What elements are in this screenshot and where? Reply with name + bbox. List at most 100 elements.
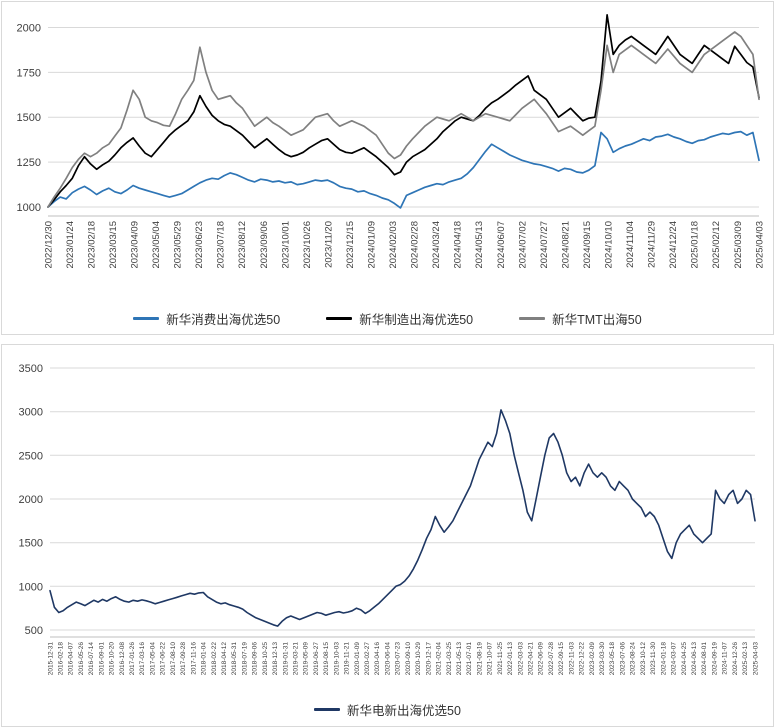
svg-text:2021-11-25: 2021-11-25 [497,642,504,675]
svg-text:3000: 3000 [19,407,43,419]
svg-text:2023/08/12: 2023/08/12 [237,221,248,269]
top-chart-legend: 新华消费出海优选50 新华制造出海优选50 新华TMT出海50 [2,304,773,332]
svg-text:2024/01/09: 2024/01/09 [367,221,378,269]
svg-text:2020-09-10: 2020-09-10 [405,642,412,676]
legend-item: 新华TMT出海50 [519,309,642,328]
svg-text:3500: 3500 [19,363,43,375]
svg-text:2024-06-13: 2024-06-13 [691,642,698,676]
svg-text:2024-09-19: 2024-09-19 [711,642,718,676]
legend-item: 新华消费出海优选50 [133,309,280,328]
svg-text:2024/02/03: 2024/02/03 [388,221,399,269]
svg-text:2022-03-03: 2022-03-03 [517,642,524,676]
svg-text:2016-05-26: 2016-05-26 [78,642,85,676]
svg-text:2023/07/18: 2023/07/18 [216,221,227,269]
svg-text:2018-04-12: 2018-04-12 [221,642,228,676]
svg-text:2023-03-30: 2023-03-30 [599,642,606,676]
svg-text:2024/10/10: 2024/10/10 [604,221,615,269]
legend-line-swatch [326,316,353,320]
svg-text:2016-04-07: 2016-04-07 [68,642,75,676]
svg-text:2019-11-21: 2019-11-21 [344,642,351,675]
svg-text:2017-09-28: 2017-09-28 [180,642,187,676]
svg-text:2020-12-17: 2020-12-17 [425,642,432,676]
bottom-chart-legend: 新华电新出海优选50 [2,695,773,723]
bottom-chart-panel: 500 1000 1500 2000 2500 3000 3500 2015-12-31 201… [1,344,774,727]
legend-item: 新华电新出海优选50 [314,700,461,719]
svg-text:2017-08-10: 2017-08-10 [170,642,177,676]
legend-line-swatch [133,316,160,320]
svg-text:2024/07/27: 2024/07/27 [539,221,550,269]
legend-line-swatch [314,707,341,711]
svg-text:2024/06/07: 2024/06/07 [496,221,507,269]
svg-text:2018-10-25: 2018-10-25 [262,642,269,676]
svg-text:2023/09/06: 2023/09/06 [259,221,270,269]
svg-text:2023/10/26: 2023/10/26 [302,221,313,269]
svg-text:2023-11-30: 2023-11-30 [650,642,657,675]
svg-text:2018-01-04: 2018-01-04 [201,642,208,676]
svg-text:2017-03-16: 2017-03-16 [139,642,146,676]
svg-text:2016-09-01: 2016-09-01 [98,642,105,676]
svg-text:2018-09-06: 2018-09-06 [252,642,259,676]
svg-text:2017-05-04: 2017-05-04 [149,642,156,676]
svg-text:2022-04-21: 2022-04-21 [528,642,535,676]
svg-text:2023/01/24: 2023/01/24 [65,221,76,269]
svg-text:2024/03/24: 2024/03/24 [431,221,442,269]
svg-text:2023-05-18: 2023-05-18 [609,642,616,676]
svg-text:2016-07-14: 2016-07-14 [88,642,95,676]
svg-text:2015-12-31: 2015-12-31 [47,642,54,676]
legend-label: 新华消费出海优选50 [166,312,281,327]
svg-text:2024-08-01: 2024-08-01 [701,642,708,676]
svg-text:500: 500 [25,625,43,637]
svg-text:2025/04/03: 2025/04/03 [754,221,765,269]
svg-text:2022-07-28: 2022-07-28 [548,642,555,676]
svg-text:2024/08/21: 2024/08/21 [560,221,571,269]
top-chart-panel: 1000 1250 1500 1750 2000 2022/12/30 2023/01/24… [1,1,774,335]
svg-text:2019-03-21: 2019-03-21 [293,642,300,676]
svg-text:2022-12-22: 2022-12-22 [579,642,586,676]
svg-text:1500: 1500 [19,538,43,550]
svg-text:1750: 1750 [17,67,41,79]
svg-text:2020-10-29: 2020-10-29 [415,642,422,676]
svg-text:2017-06-22: 2017-06-22 [160,642,167,676]
legend-label: 新华制造出海优选50 [359,312,474,327]
svg-text:2000: 2000 [17,22,41,34]
svg-text:2024-04-25: 2024-04-25 [681,642,688,676]
svg-text:2023/02/18: 2023/02/18 [86,221,97,269]
legend-line-swatch [519,316,546,320]
svg-text:2018-12-13: 2018-12-13 [272,642,279,676]
svg-text:1250: 1250 [17,157,41,169]
svg-text:2023-07-06: 2023-07-06 [619,642,626,676]
svg-text:2019-08-15: 2019-08-15 [323,642,330,676]
svg-text:2023/06/23: 2023/06/23 [194,221,205,269]
svg-text:2021-05-13: 2021-05-13 [456,642,463,676]
svg-text:2025/01/18: 2025/01/18 [690,221,701,269]
svg-text:2020-04-16: 2020-04-16 [374,642,381,676]
svg-text:2016-02-18: 2016-02-18 [58,642,65,676]
svg-text:2022-11-03: 2022-11-03 [568,642,575,675]
svg-text:2023-02-09: 2023-02-09 [589,642,596,676]
svg-text:2023/05/29: 2023/05/29 [173,221,184,269]
svg-text:2018-02-22: 2018-02-22 [211,642,218,676]
svg-text:2025/03/09: 2025/03/09 [733,221,744,269]
svg-text:2024/07/02: 2024/07/02 [517,221,528,269]
svg-text:1500: 1500 [17,112,41,124]
svg-text:2023/12/15: 2023/12/15 [345,221,356,269]
svg-text:2021-10-07: 2021-10-07 [487,642,494,676]
svg-text:2023/03/15: 2023/03/15 [108,221,119,269]
svg-text:2019-05-09: 2019-05-09 [303,642,310,676]
svg-text:2023-08-24: 2023-08-24 [630,642,637,676]
svg-text:2022-06-09: 2022-06-09 [538,642,545,676]
svg-text:2022/12/30: 2022/12/30 [43,221,54,269]
svg-text:2000: 2000 [19,494,43,506]
svg-text:2019-10-03: 2019-10-03 [333,642,340,676]
svg-text:2020-06-04: 2020-06-04 [384,642,391,676]
svg-text:2018-05-31: 2018-05-31 [231,642,238,676]
svg-text:2024/12/24: 2024/12/24 [668,221,679,269]
legend-item: 新华制造出海优选50 [326,309,473,328]
bottom-line-chart: 500 1000 1500 2000 2500 3000 3500 2015-12-31 201… [19,363,760,676]
svg-text:2020-07-23: 2020-07-23 [395,642,402,676]
svg-text:2022-09-15: 2022-09-15 [558,642,565,676]
svg-text:2024/02/28: 2024/02/28 [410,221,421,269]
legend-label: 新华TMT出海50 [552,312,642,327]
svg-text:2016-10-20: 2016-10-20 [109,642,116,676]
svg-text:2016-12-08: 2016-12-08 [119,642,126,676]
